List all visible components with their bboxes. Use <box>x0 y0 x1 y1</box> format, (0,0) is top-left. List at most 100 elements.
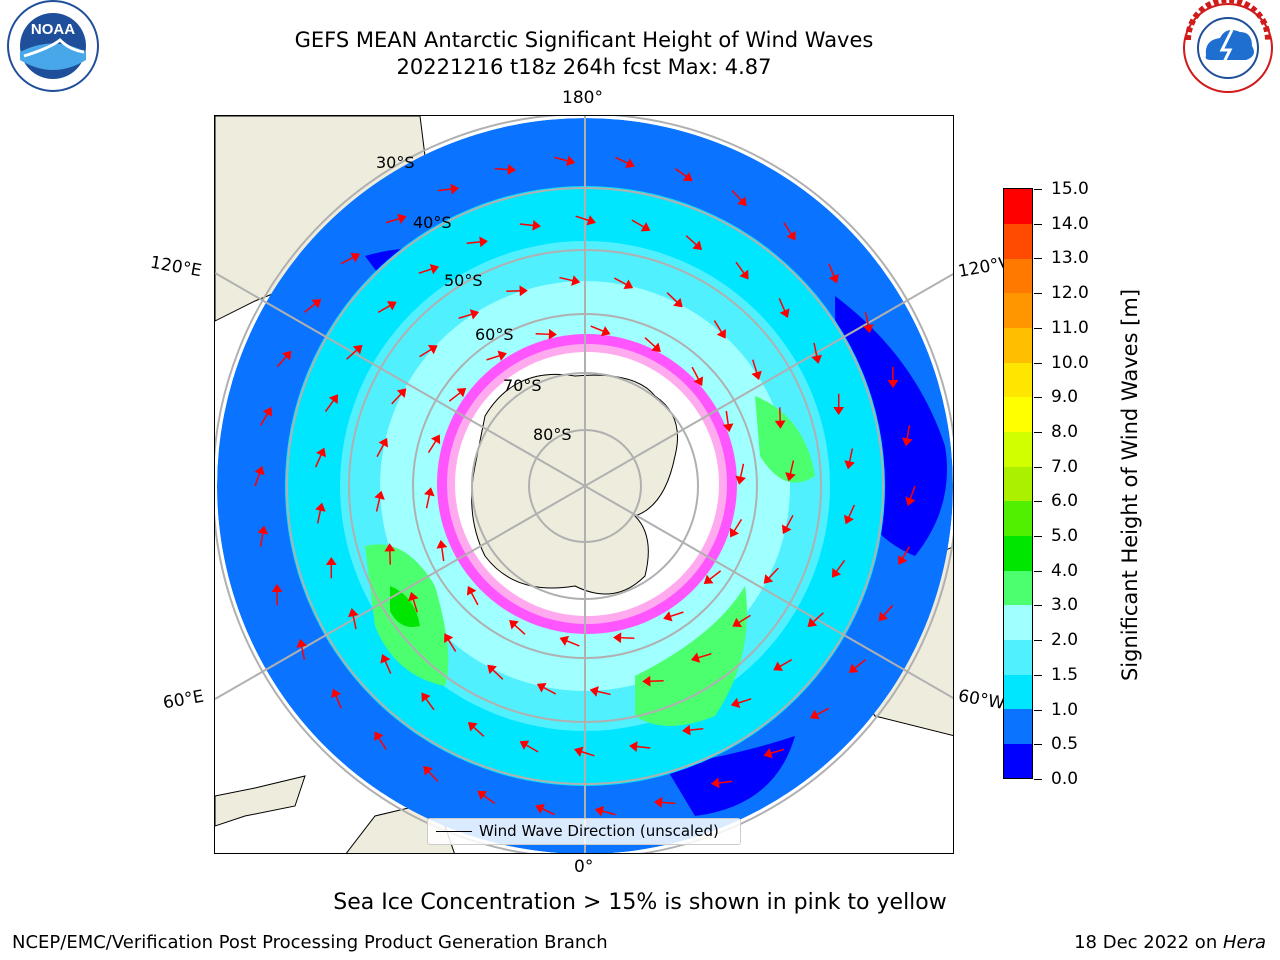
colorbar-tick-mark <box>1034 536 1042 538</box>
wave-arrow-head <box>423 765 433 776</box>
wave-arrow-head <box>692 240 703 250</box>
wave-arrow-head <box>625 158 635 168</box>
wave-arrow-shaft <box>535 333 550 336</box>
wave-arrow-shaft <box>391 393 402 405</box>
wave-arrow-shaft <box>492 669 504 680</box>
lon-label-60w: 60°W <box>956 686 1007 714</box>
wave-arrow-shaft <box>425 494 431 509</box>
colorbar-segment <box>1004 674 1032 710</box>
colorbar-tick-mark <box>1034 431 1042 433</box>
wave-arrow-head <box>673 297 683 308</box>
wave-arrow-shaft <box>470 592 479 606</box>
colorbar-tick-label: 1.0 <box>1051 699 1079 720</box>
wave-arrow-head <box>779 308 790 318</box>
wave-arrow-head <box>466 585 477 596</box>
wave-arrow-shaft <box>300 645 306 660</box>
wave-arrow-head <box>654 797 663 808</box>
colorbar-tick-mark <box>1034 744 1042 746</box>
wave-arrow-shaft <box>854 659 867 669</box>
chart-subtitle: 20221216 t18z 264h fcst Max: 4.87 <box>396 55 772 79</box>
colorbar-tick-label: 11.0 <box>1051 317 1089 338</box>
colorbar-segment <box>1004 396 1032 433</box>
wave-green-patch <box>755 396 815 483</box>
wave-arrow-head <box>479 236 488 248</box>
wave-arrow-shaft <box>779 658 793 668</box>
wave-arrow-head <box>594 805 605 817</box>
wave-arrow-head <box>559 635 570 646</box>
wave-arrow-shaft <box>418 268 433 274</box>
wave-arrow-head <box>589 686 599 697</box>
wave-arrow-shaft <box>346 349 358 360</box>
wave-arrow-head <box>571 275 581 286</box>
wave-arrow-head <box>905 496 916 507</box>
colorbar-segment <box>1004 327 1032 363</box>
wave-arrow-shaft <box>848 448 854 463</box>
wave-arrow-head <box>629 741 638 752</box>
wave-arrow-head <box>281 350 292 361</box>
colorbar-segment <box>1004 292 1032 329</box>
wave-arrow-head <box>693 376 704 387</box>
wave-arrow-head <box>374 731 384 742</box>
wave-arrow-shaft <box>425 698 435 711</box>
colorbar-tick-label: 4.0 <box>1051 560 1079 581</box>
wave-arrow-head <box>257 525 269 535</box>
legend-line-swatch <box>436 831 472 832</box>
wave-arrow-head <box>386 301 397 311</box>
ocean-deep-patch <box>665 736 795 816</box>
wave-arrow-head <box>509 620 519 630</box>
wave-arrow-shaft <box>419 348 432 358</box>
wave-arrow-head <box>732 617 743 627</box>
wave-arrow-head <box>809 709 820 720</box>
wave-arrow-shaft <box>689 727 704 731</box>
wave-arrow-shaft <box>697 653 712 659</box>
wave-arrow-shaft <box>631 219 645 228</box>
wave-arrow-head <box>378 437 389 448</box>
wave-arrow-head <box>429 263 440 275</box>
wave-arrow-head <box>331 688 342 699</box>
wave-arrow-shaft <box>427 440 437 454</box>
wave-arrow-shaft <box>909 485 916 500</box>
wave-arrow-head <box>844 514 854 525</box>
wave-arrow-head <box>763 574 774 584</box>
colorbar-tick-label: 10.0 <box>1051 352 1089 373</box>
wave-arrow-shaft <box>542 686 557 695</box>
wave-arrow-head <box>663 611 673 622</box>
wave-arrow-shaft <box>718 780 733 784</box>
colorbar-segment <box>1004 500 1032 536</box>
wave-arrow-head <box>535 804 545 814</box>
lat-label-60s: 60°S <box>475 325 514 344</box>
colorbar-tick-label: 0.5 <box>1051 734 1079 755</box>
wave-arrow-shaft <box>259 412 269 426</box>
wave-arrow-head <box>469 309 480 320</box>
wave-arrow-shaft <box>770 748 785 755</box>
wave-arrow-head <box>763 748 773 759</box>
wave-arrow-shaft <box>596 690 611 696</box>
wave-arrow-shaft <box>620 636 635 639</box>
noaa-logo: NOAA <box>7 0 99 92</box>
wave-arrow-head <box>623 279 634 290</box>
lat-label-30s: 30°S <box>376 153 415 172</box>
wave-arrow-head <box>456 388 467 398</box>
wave-arrow-head <box>408 591 419 602</box>
wave-arrow-shaft <box>314 454 323 468</box>
wave-arrow-head <box>430 434 441 445</box>
colorbar-tick-mark <box>1034 397 1042 399</box>
wave-arrow-head <box>897 555 908 566</box>
colorbar-tick-mark <box>1034 709 1042 711</box>
wave-arrow-shaft <box>466 241 481 245</box>
colorbar-segment <box>1004 189 1032 225</box>
lat-label-50s: 50°S <box>444 271 483 290</box>
wave-arrow-shaft <box>816 707 830 716</box>
wave-arrow-head <box>507 164 516 175</box>
wave-arrow-head <box>548 328 557 340</box>
wave-arrow-shaft <box>691 366 700 380</box>
wave-arrow-shaft <box>644 337 656 348</box>
wave-arrow-head <box>642 675 651 687</box>
colorbar-segment <box>1004 223 1032 259</box>
wave-arrow-shaft <box>768 567 779 579</box>
wave-arrow-shaft <box>864 312 870 327</box>
wave-arrow-shaft <box>541 807 555 816</box>
wave-arrow-shaft <box>737 698 752 704</box>
colorbar-tick-label: 7.0 <box>1051 456 1079 477</box>
wave-arrow-head <box>254 465 265 476</box>
